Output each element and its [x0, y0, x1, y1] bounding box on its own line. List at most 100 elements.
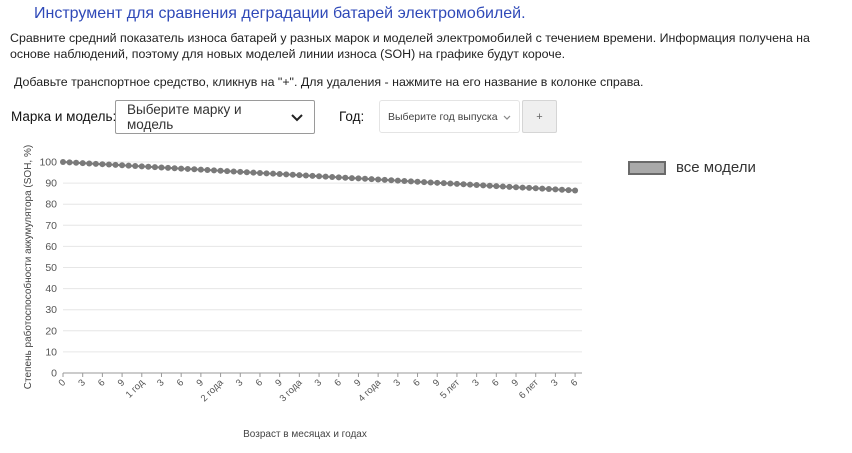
x-tick-label: 6 [175, 377, 187, 389]
legend-swatch [628, 160, 666, 175]
x-tick-label: 9 [431, 377, 443, 389]
x-tick-label: 3 [470, 377, 482, 389]
chart-grid [62, 161, 582, 377]
chevron-down-icon [503, 115, 511, 120]
series-point [375, 176, 382, 183]
series-point [388, 177, 395, 184]
series-point [381, 176, 388, 183]
x-tick-label: 0 [57, 377, 69, 389]
series-point [138, 163, 145, 170]
series-point [401, 177, 408, 184]
series-point [493, 183, 500, 190]
x-tick-label: 6 [96, 377, 108, 389]
series-point [73, 159, 80, 166]
x-tick-label: 3 [155, 377, 167, 389]
y-axis-label: Степень работоспособности аккумулятора (… [22, 145, 34, 389]
series-point [480, 182, 487, 189]
x-axis-label: Возраст в месяцах и годах [243, 429, 367, 440]
series-point [276, 171, 283, 178]
series-point [394, 177, 401, 184]
x-axis-ticks: 0 3 6 91 год 3 6 92 года 3 6 93 года 3 6 94 года 3 6 95… [57, 377, 581, 404]
series-point [348, 175, 355, 182]
x-tick-label: 9 [352, 377, 364, 389]
series-point [434, 179, 441, 186]
series-point [99, 161, 106, 168]
x-tick-label: 6 лет [517, 377, 541, 401]
make-model-label: Марка и модель: [11, 109, 117, 124]
series-point [558, 186, 565, 193]
series-point [237, 168, 244, 175]
x-tick-label: 9 [510, 377, 522, 389]
series-point [421, 179, 428, 186]
series-point [309, 172, 316, 179]
series-point [125, 162, 132, 169]
legend-item-all-models[interactable]: все модели [628, 159, 756, 176]
series-point [158, 164, 165, 171]
series-point [506, 183, 513, 190]
series-point [447, 180, 454, 187]
x-tick-label: 3 [549, 377, 561, 389]
series-point [60, 159, 66, 165]
series-point [243, 169, 250, 176]
year-select[interactable]: Выберите год выпуска [379, 100, 520, 133]
series-point [460, 181, 467, 188]
x-tick-label: 6 [254, 377, 266, 389]
series-point [79, 160, 86, 167]
series-point [368, 176, 375, 183]
add-vehicle-button[interactable]: + [522, 100, 557, 133]
make-model-select[interactable]: Выберите марку и модель [115, 100, 315, 134]
x-tick-label: 3 года [278, 377, 305, 404]
series-point [132, 163, 139, 170]
year-select-value: Выберите год выпуска [388, 110, 498, 123]
y-tick-label: 80 [45, 199, 57, 211]
series-point [362, 175, 369, 182]
x-tick-label: 3 [76, 377, 88, 389]
series-point [329, 173, 336, 180]
x-tick-label: 6 [490, 377, 502, 389]
series-point [513, 184, 520, 191]
y-tick-label: 10 [45, 346, 57, 358]
series-point [467, 181, 474, 188]
series-point [407, 178, 414, 185]
chevron-down-icon [291, 114, 303, 122]
x-tick-label: 1 год [124, 377, 148, 401]
series-point [165, 164, 172, 171]
x-tick-label: 5 лет [438, 377, 462, 401]
legend-label: все модели [676, 159, 756, 176]
x-tick-label: 9 [194, 377, 206, 389]
series-point [211, 167, 218, 174]
series-point [499, 183, 506, 190]
series-point [289, 171, 296, 178]
chart-series [60, 159, 579, 194]
make-model-select-value: Выберите марку и модель [127, 102, 242, 132]
series-point [316, 173, 323, 180]
x-tick-label: 2 года [199, 377, 226, 404]
series-point [197, 166, 204, 173]
usage-hint: Добавьте транспортное средство, кликнув … [14, 75, 644, 89]
series-point [414, 178, 421, 185]
series-point [545, 186, 552, 193]
y-tick-label: 100 [39, 157, 57, 169]
series-point [66, 159, 73, 166]
series-point [519, 184, 526, 191]
series-point [178, 165, 185, 172]
series-point [526, 184, 533, 191]
series-point [256, 169, 263, 176]
x-tick-label: 3 [234, 377, 246, 389]
page-title: Инструмент для сравнения деградации бата… [34, 5, 526, 22]
series-point [296, 172, 303, 179]
series-point [119, 162, 126, 169]
x-tick-label: 6 [569, 377, 581, 389]
series-point [204, 167, 211, 174]
series-point [86, 160, 93, 167]
series-point [473, 182, 480, 189]
series-point [92, 160, 99, 167]
series-point [224, 168, 231, 175]
series-point [440, 180, 447, 187]
series-point [145, 163, 152, 170]
series-point [217, 167, 224, 174]
series-point [105, 161, 112, 168]
series-point [250, 169, 257, 176]
y-tick-label: 30 [45, 304, 57, 316]
